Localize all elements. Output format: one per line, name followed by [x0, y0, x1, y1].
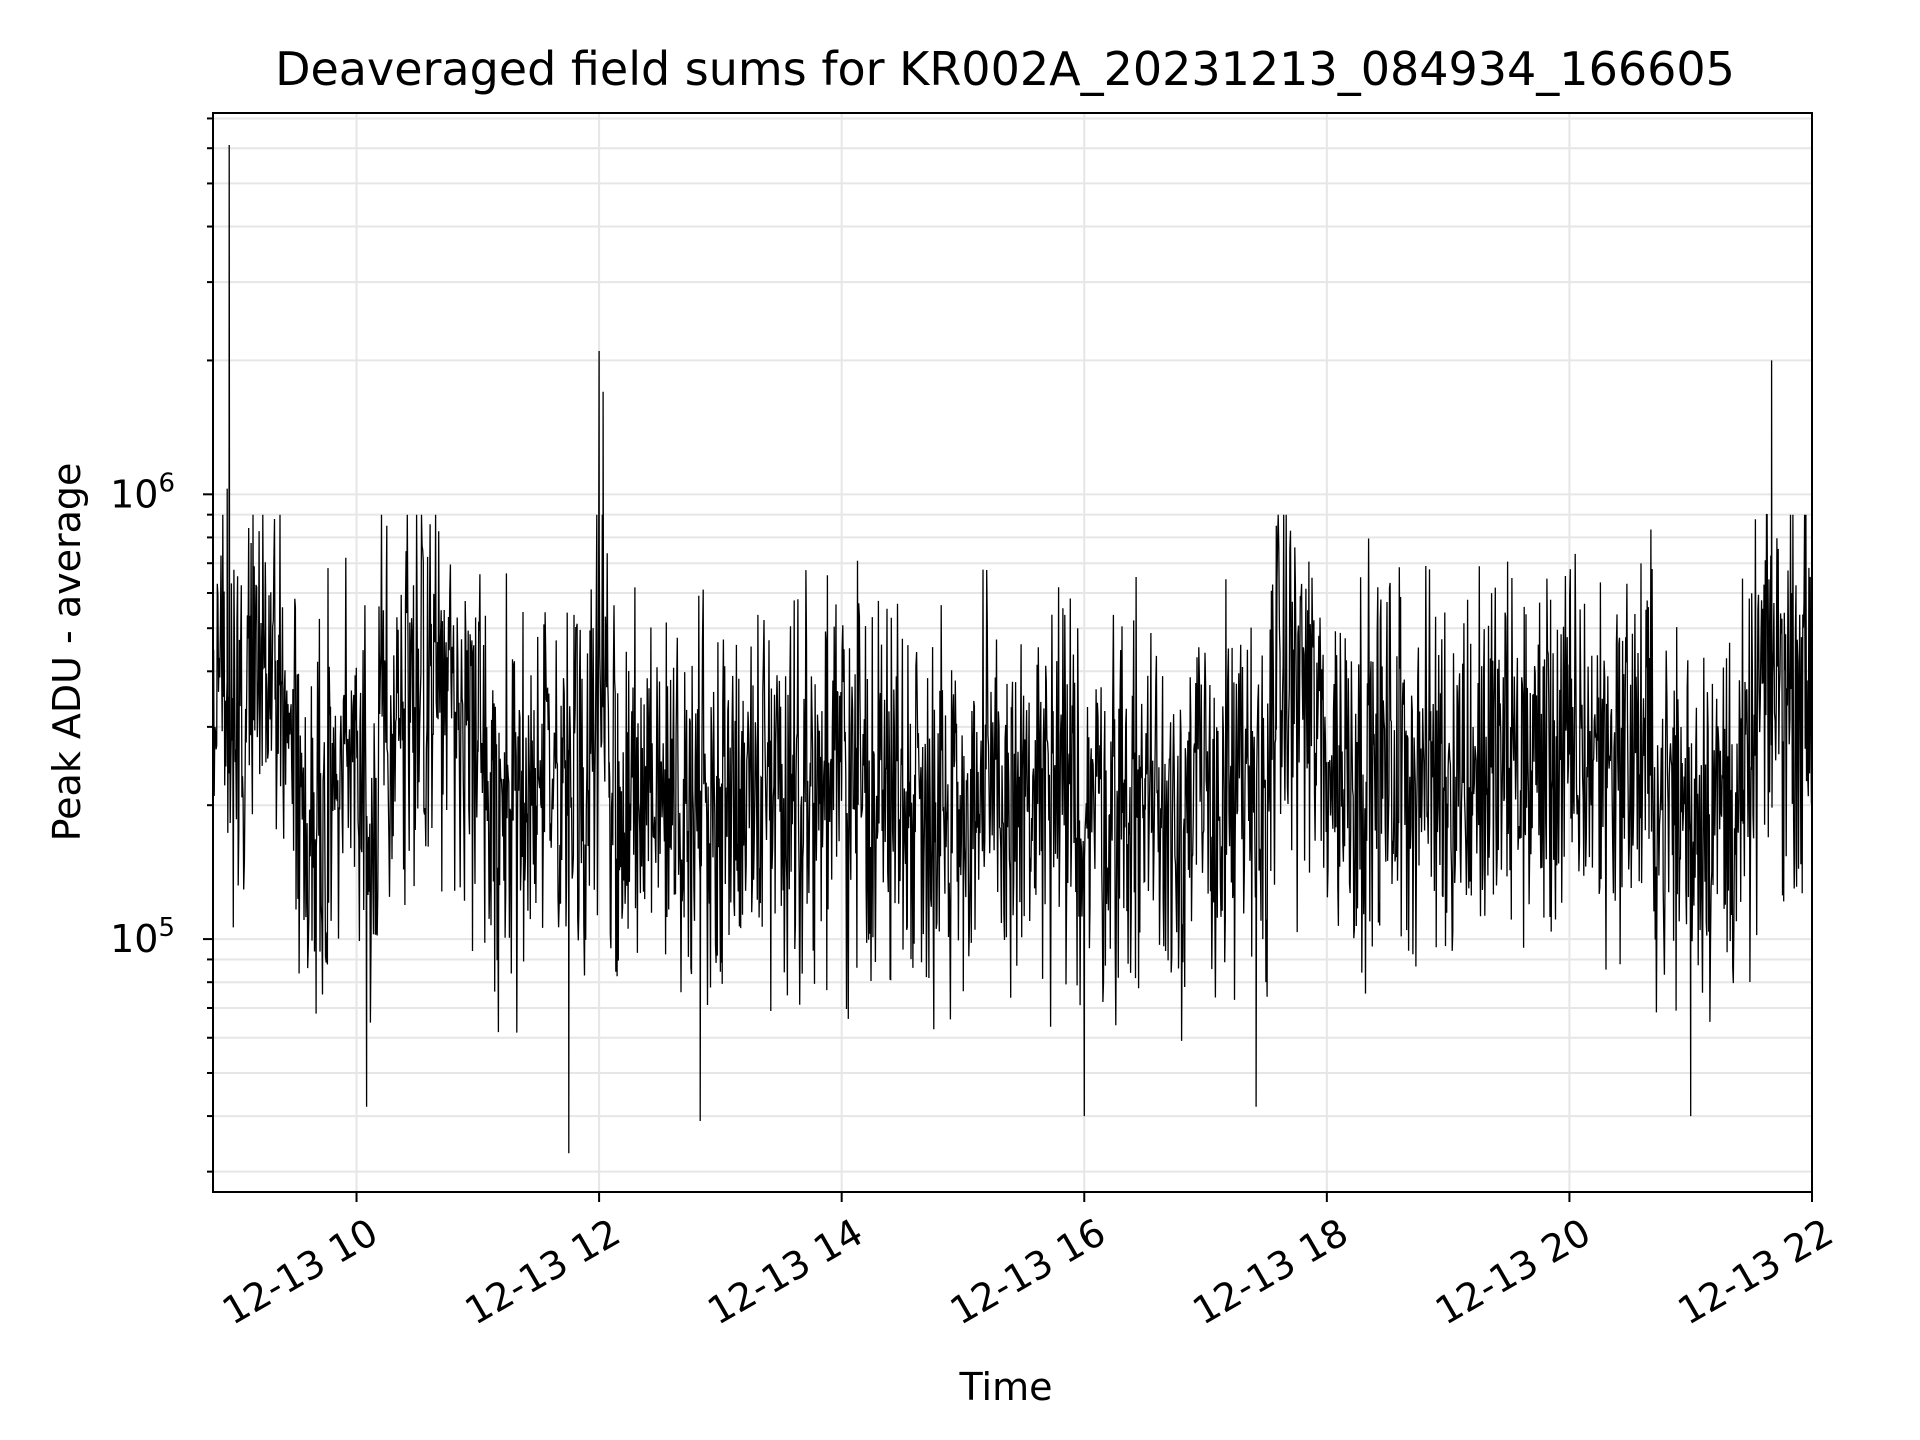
series-line	[212, 144, 1813, 1154]
y-tick-label: 106	[110, 468, 175, 516]
chart-title: Deaveraged field sums for KR002A_2023121…	[275, 42, 1735, 96]
y-axis-label: Peak ADU - average	[45, 463, 89, 842]
data-layer	[212, 144, 1813, 1154]
y-tick-label: 105	[110, 913, 175, 961]
x-axis-label: Time	[959, 1365, 1053, 1409]
plot-frame	[212, 112, 1813, 1193]
